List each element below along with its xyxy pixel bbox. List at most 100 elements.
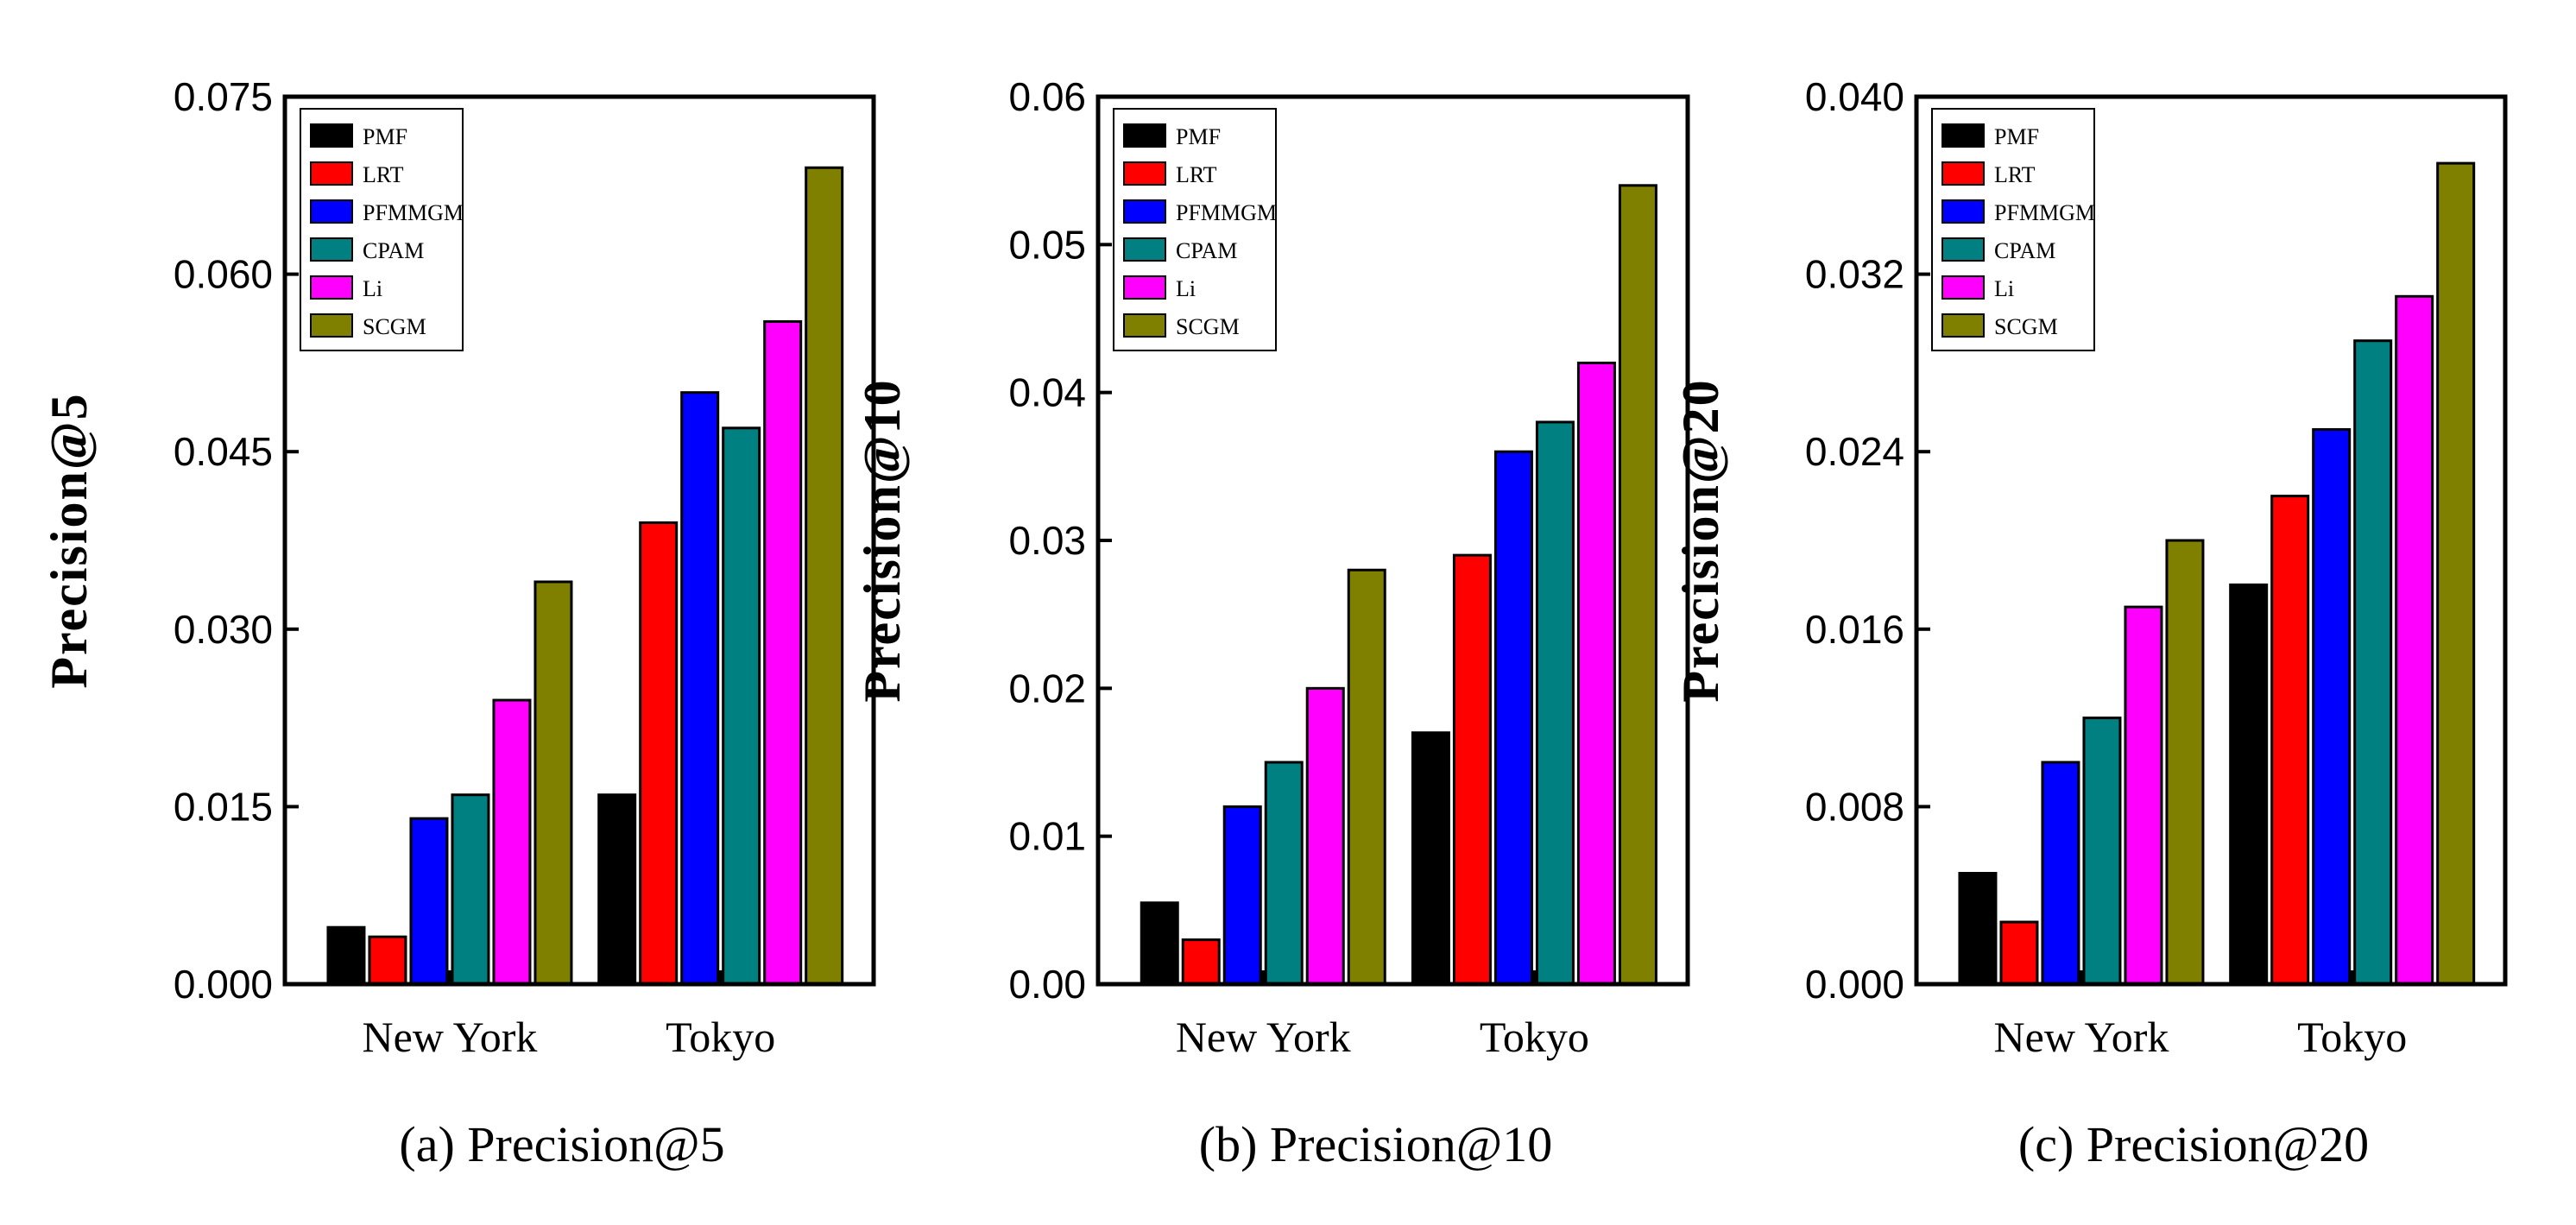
legend-swatch-lrt <box>1941 161 1985 186</box>
bar-pfmmgm-new-york <box>409 817 449 986</box>
y-tick-label: 0.030 <box>174 607 273 652</box>
legend-swatch-li <box>310 275 353 300</box>
legend-box <box>1931 108 2095 351</box>
legend-label-li: Li <box>1994 276 2014 301</box>
bar-pfmmgm-tokyo <box>2312 428 2352 986</box>
bar-pmf-new-york <box>1140 901 1179 986</box>
y-tick-label: 0.016 <box>1805 607 1904 652</box>
chart-panel-a: 0.000 0.015 0.030 0.045 0.060 0.075 New York To… <box>41 74 876 1172</box>
y-tick-label: 0.060 <box>174 252 273 297</box>
bar-scgm-new-york <box>534 580 573 986</box>
bar-cpam-new-york <box>1264 761 1304 986</box>
bar-scgm-new-york <box>2165 539 2205 986</box>
y-axis-label: Precision@5 <box>41 392 98 688</box>
plot-frame <box>1914 94 2508 987</box>
y-tick-label: 0.02 <box>1008 666 1086 710</box>
legend-swatch-pfmmgm <box>310 199 353 224</box>
legend-label-pmf: PMF <box>363 124 407 149</box>
legend-swatch-cpam <box>1123 237 1166 262</box>
legend-swatch-scgm <box>1941 313 1985 338</box>
bar-lrt-tokyo <box>1452 553 1492 986</box>
y-tick-label: 0.024 <box>1805 429 1904 474</box>
legend-swatch-pmf <box>1123 123 1166 148</box>
y-tick-label: 0.008 <box>1805 784 1904 829</box>
bar-lrt-tokyo <box>2270 495 2310 986</box>
y-tick-label: 0.000 <box>1805 962 1904 1007</box>
legend-swatch-cpam <box>310 237 353 262</box>
legend-swatch-lrt <box>1123 161 1166 186</box>
bar-pmf-new-york <box>326 925 366 986</box>
legend: PMF LRT PFMMGM CPAM Li SCGM <box>1113 108 1277 351</box>
y-tick-label: 0.04 <box>1008 370 1086 415</box>
bar-lrt-tokyo <box>639 521 679 986</box>
legend: PMF LRT PFMMGM CPAM Li SCGM <box>1931 108 2095 351</box>
bar-cpam-new-york <box>451 793 490 986</box>
legend-box <box>300 108 464 351</box>
bar-cpam-new-york <box>2082 717 2122 986</box>
y-tick-label: 0.00 <box>1008 962 1086 1007</box>
bar-pmf-tokyo <box>1411 731 1450 986</box>
bar-li-new-york <box>492 698 532 986</box>
category-label: New York <box>363 1013 538 1061</box>
legend-label-lrt: LRT <box>1176 162 1217 187</box>
legend-label-cpam: CPAM <box>1994 238 2055 263</box>
bar-scgm-tokyo <box>1618 184 1657 986</box>
legend: PMF LRT PFMMGM CPAM Li SCGM <box>300 108 464 351</box>
y-tick-label: 0.05 <box>1008 222 1086 267</box>
legend-swatch-cpam <box>1941 237 1985 262</box>
legend-label-pfmmgm: PFMMGM <box>363 200 464 225</box>
y-tick-label: 0.045 <box>174 429 273 474</box>
legend-box <box>1113 108 1277 351</box>
legend-swatch-li <box>1941 275 1985 300</box>
bar-pfmmgm-tokyo <box>1493 450 1533 986</box>
chart-panel-c: 0.000 0.008 0.016 0.024 0.032 0.040 New York To… <box>1672 74 2508 1172</box>
bar-li-tokyo <box>1576 361 1616 986</box>
y-tick-label: 0.075 <box>174 74 273 119</box>
y-axis-label: Precision@20 <box>1672 378 1729 702</box>
bar-scgm-tokyo <box>805 166 844 986</box>
bar-pfmmgm-new-york <box>1222 805 1262 986</box>
legend-label-lrt: LRT <box>363 162 404 187</box>
legend-swatch-pmf <box>310 123 353 148</box>
legend-label-scgm: SCGM <box>1994 314 2058 339</box>
y-tick-label: 0.06 <box>1008 74 1086 119</box>
category-label: Tokyo <box>1480 1013 1589 1061</box>
plot-frame <box>1095 94 1690 987</box>
legend-label-pfmmgm: PFMMGM <box>1176 200 1277 225</box>
legend-swatch-li <box>1123 275 1166 300</box>
bar-lrt-new-york <box>1181 938 1221 986</box>
y-tick-label: 0.032 <box>1805 252 1904 297</box>
y-tick-label: 0.000 <box>174 962 273 1007</box>
legend-label-scgm: SCGM <box>363 314 426 339</box>
bar-lrt-new-york <box>1999 920 2039 986</box>
legend-swatch-pmf <box>1941 123 1985 148</box>
legend-swatch-pfmmgm <box>1941 199 1985 224</box>
legend-label-pmf: PMF <box>1176 124 1221 149</box>
category-label: Tokyo <box>666 1013 775 1061</box>
bar-cpam-tokyo <box>2353 339 2393 986</box>
legend-label-pmf: PMF <box>1994 124 2039 149</box>
legend-label-li: Li <box>363 276 382 301</box>
legend-label-pfmmgm: PFMMGM <box>1994 200 2095 225</box>
legend-swatch-scgm <box>1123 313 1166 338</box>
bar-cpam-tokyo <box>722 426 761 986</box>
bar-lrt-new-york <box>368 935 407 986</box>
bar-li-tokyo <box>763 319 803 986</box>
legend-label-lrt: LRT <box>1994 162 2036 187</box>
legend-label-cpam: CPAM <box>363 238 424 263</box>
plot-frame <box>282 94 876 987</box>
legend-swatch-pfmmgm <box>1123 199 1166 224</box>
bar-pfmmgm-new-york <box>2041 761 2080 986</box>
y-tick-label: 0.040 <box>1805 74 1904 119</box>
y-tick-label: 0.01 <box>1008 814 1086 859</box>
bar-pmf-new-york <box>1958 872 1998 986</box>
bar-scgm-new-york <box>1347 568 1386 986</box>
legend-label-scgm: SCGM <box>1176 314 1240 339</box>
bar-pmf-tokyo <box>597 793 637 986</box>
caption: (c) Precision@20 <box>2018 1116 2369 1172</box>
bar-pfmmgm-tokyo <box>680 391 720 986</box>
bar-li-new-york <box>2124 605 2163 986</box>
y-axis-label: Precision@10 <box>854 378 911 702</box>
legend-swatch-lrt <box>310 161 353 186</box>
y-tick-label: 0.03 <box>1008 518 1086 563</box>
